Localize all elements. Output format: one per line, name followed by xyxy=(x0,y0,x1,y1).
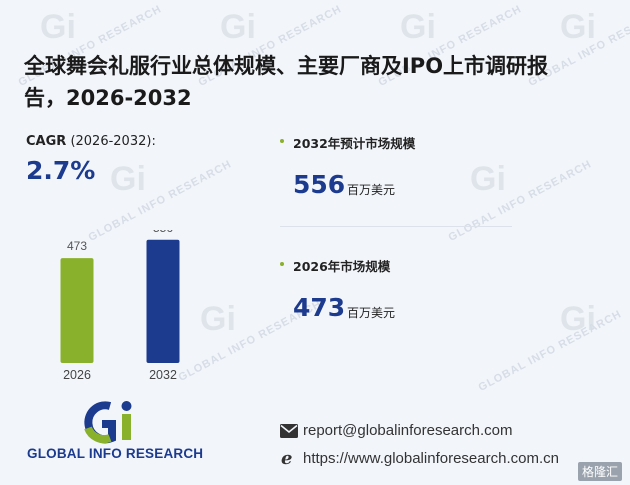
watermark-mark: Gi xyxy=(470,160,506,198)
metric-label-2032: 2032年预计市场规模 xyxy=(293,136,416,151)
website-link[interactable]: https://www.globalinforesearch.com.cn xyxy=(303,450,559,467)
email-link[interactable]: report@globalinforesearch.com xyxy=(303,422,513,439)
cagr-abbrev: CAGR xyxy=(26,134,67,149)
category-label: 2032 xyxy=(149,368,177,382)
watermark-mark: Gi xyxy=(560,300,596,338)
metric-unit-2026: 百万美元 xyxy=(347,306,396,320)
bar-2026 xyxy=(60,258,94,363)
cagr-label: CAGR (2026-2032): xyxy=(26,134,156,149)
bar-value-label: 473 xyxy=(67,239,87,253)
metric-value-2032: 556 xyxy=(293,170,346,199)
metric-unit-2032: 百万美元 xyxy=(347,183,396,197)
cagr-period: (2026-2032): xyxy=(70,134,156,149)
watermark-mark: Gi xyxy=(560,8,596,46)
watermark-mark: Gi xyxy=(220,8,256,46)
cagr-value: 2.7% xyxy=(26,156,96,185)
watermark-mark: Gi xyxy=(40,8,76,46)
gi-logo-icon xyxy=(84,401,132,444)
metric-label-2026: 2026年市场规模 xyxy=(293,259,391,274)
metric-bullet-icon xyxy=(280,139,284,143)
source-badge: 格隆汇 xyxy=(577,462,622,481)
watermark-text: GLOBAL INFO RESEARCH xyxy=(476,308,624,394)
bar-2032 xyxy=(146,239,180,363)
bar-chart: 473 2026 556 2032 xyxy=(60,230,180,382)
logo-text: GLOBAL INFO RESEARCH xyxy=(27,446,204,461)
metric-value-2026: 473 xyxy=(293,293,346,322)
web-browser-icon: e xyxy=(281,449,292,467)
bar-value-label: 556 xyxy=(153,230,173,235)
watermark-text: GLOBAL INFO RESEARCH xyxy=(446,158,594,244)
report-title: 全球舞会礼服行业总体规模、主要厂商及IPO上市调研报告，2026-2032 xyxy=(24,54,549,110)
email-icon xyxy=(280,424,298,438)
metric-bullet-icon xyxy=(280,262,284,266)
watermark-mark: Gi xyxy=(400,8,436,46)
metrics-divider xyxy=(280,226,512,227)
svg-text:e: e xyxy=(281,449,292,467)
category-label: 2026 xyxy=(63,368,91,382)
watermark-mark: Gi xyxy=(110,160,146,198)
